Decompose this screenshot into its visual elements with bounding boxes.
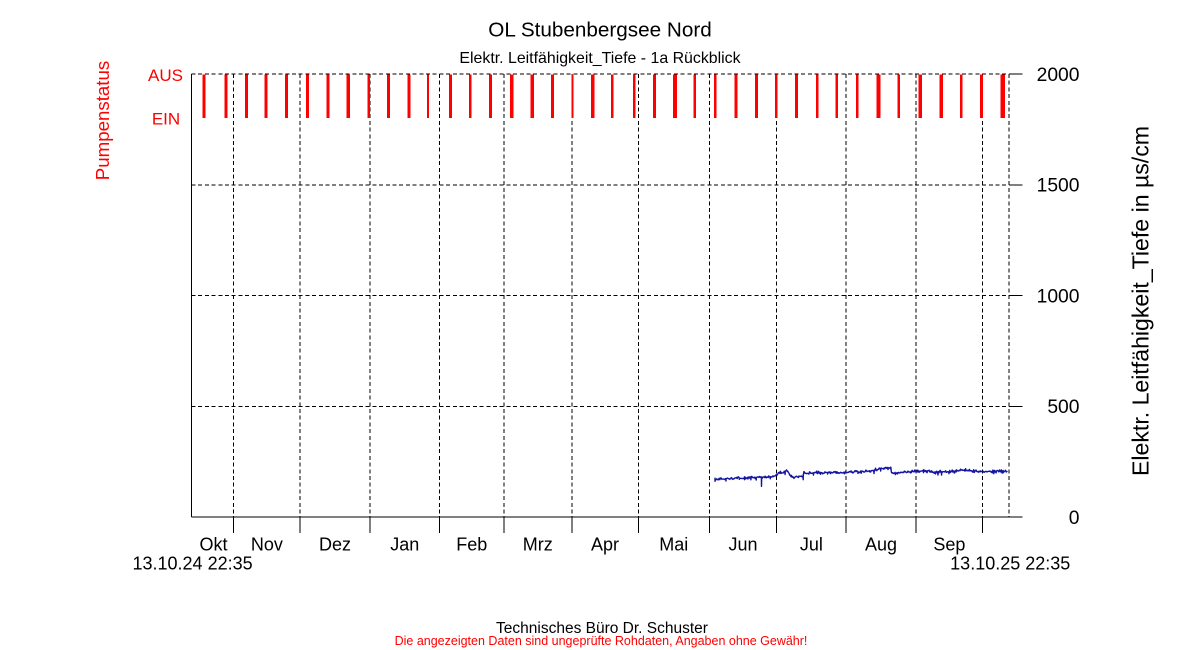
svg-text:Technisches Büro Dr. Schuster: Technisches Büro Dr. Schuster [496, 620, 708, 637]
svg-text:Okt: Okt [199, 535, 227, 555]
svg-text:Aug: Aug [865, 535, 897, 555]
svg-text:500: 500 [1047, 397, 1079, 418]
svg-text:Elektr. Leitfähigkeit_Tiefe in: Elektr. Leitfähigkeit_Tiefe in µs/cm [1128, 126, 1154, 476]
svg-text:Die angezeigten Daten sind ung: Die angezeigten Daten sind ungeprüfte Ro… [395, 634, 808, 648]
svg-text:Feb: Feb [456, 535, 487, 555]
svg-text:0: 0 [1069, 508, 1080, 529]
svg-text:Elektr. Leitfähigkeit_Tiefe -: Elektr. Leitfähigkeit_Tiefe - 1a Rückbli… [459, 50, 740, 67]
svg-text:Dez: Dez [319, 535, 351, 555]
svg-text:2000: 2000 [1037, 65, 1080, 86]
svg-text:Jun: Jun [728, 535, 757, 555]
svg-text:EIN: EIN [152, 110, 180, 129]
svg-text:Mai: Mai [659, 535, 688, 555]
svg-text:Nov: Nov [251, 535, 283, 555]
svg-text:Jul: Jul [800, 535, 823, 555]
svg-text:Pumpenstatus: Pumpenstatus [92, 61, 113, 180]
svg-text:13.10.24 22:35: 13.10.24 22:35 [133, 554, 253, 574]
svg-text:13.10.25 22:35: 13.10.25 22:35 [950, 554, 1070, 574]
svg-text:AUS: AUS [148, 66, 183, 85]
svg-text:Sep: Sep [933, 535, 965, 555]
svg-text:OL Stubenbergsee Nord: OL Stubenbergsee Nord [488, 19, 712, 42]
svg-text:1500: 1500 [1037, 176, 1080, 197]
svg-text:Apr: Apr [591, 535, 619, 555]
svg-text:Mrz: Mrz [523, 535, 553, 555]
svg-text:1000: 1000 [1037, 287, 1080, 308]
svg-text:Jan: Jan [390, 535, 419, 555]
